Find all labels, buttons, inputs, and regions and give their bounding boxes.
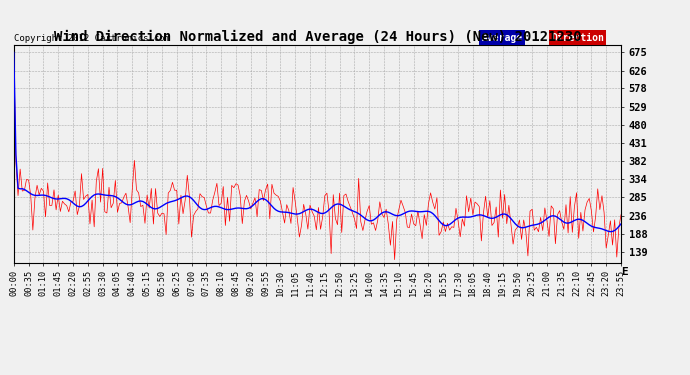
Text: Copyright 2012 Cartronics.com: Copyright 2012 Cartronics.com	[14, 34, 170, 43]
Text: E: E	[621, 267, 628, 277]
Title: Wind Direction Normalized and Average (24 Hours) (New) 20121230: Wind Direction Normalized and Average (2…	[54, 30, 581, 44]
Text: Direction: Direction	[551, 33, 604, 43]
Text: Average: Average	[482, 33, 522, 43]
